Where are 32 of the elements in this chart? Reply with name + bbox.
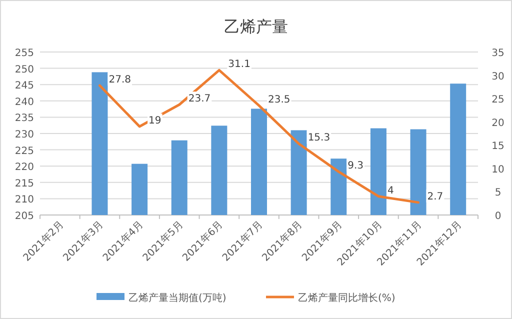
y2-tick-label: 15 bbox=[492, 141, 504, 152]
y2-tick-label: 35 bbox=[492, 48, 504, 59]
y-tick-label: 225 bbox=[14, 146, 34, 157]
y-tick-label: 215 bbox=[14, 178, 34, 190]
y2-tick-label: 10 bbox=[492, 164, 504, 176]
data-label: 23.7 bbox=[188, 94, 211, 105]
data-label: 4 bbox=[387, 185, 394, 196]
y-tick-label: 205 bbox=[14, 211, 34, 222]
y-tick-label: 255 bbox=[14, 48, 34, 59]
y2-tick-label: 30 bbox=[492, 71, 504, 82]
y-tick-label: 245 bbox=[14, 80, 34, 92]
y2-tick-label: 25 bbox=[492, 94, 504, 106]
data-label: 9.3 bbox=[348, 160, 364, 172]
chart-title: 乙烯产量 bbox=[224, 17, 288, 36]
y2-tick-label: 20 bbox=[492, 118, 504, 129]
data-label: 19 bbox=[148, 116, 162, 127]
y-tick-label: 240 bbox=[14, 96, 34, 108]
y-tick-label: 230 bbox=[14, 130, 34, 140]
y-tick-label: 220 bbox=[14, 162, 34, 174]
data-label: 15.3 bbox=[308, 132, 330, 144]
legend-label: 乙烯产量同比增长(%) bbox=[298, 292, 396, 304]
y2-tick-label: 5 bbox=[494, 188, 502, 199]
data-label: 23.5 bbox=[268, 94, 290, 106]
y-tick-label: 235 bbox=[14, 113, 34, 124]
data-label: 27.8 bbox=[108, 74, 131, 86]
data-label: 2.7 bbox=[427, 191, 444, 202]
y-tick-label: 250 bbox=[14, 64, 34, 76]
legend-label: 乙烯产量当期值(万吨) bbox=[128, 292, 226, 304]
data-label: 31.1 bbox=[228, 59, 250, 70]
y2-tick-label: 0 bbox=[494, 211, 502, 222]
y-tick-label: 210 bbox=[14, 194, 34, 206]
line-series bbox=[98, 68, 420, 204]
